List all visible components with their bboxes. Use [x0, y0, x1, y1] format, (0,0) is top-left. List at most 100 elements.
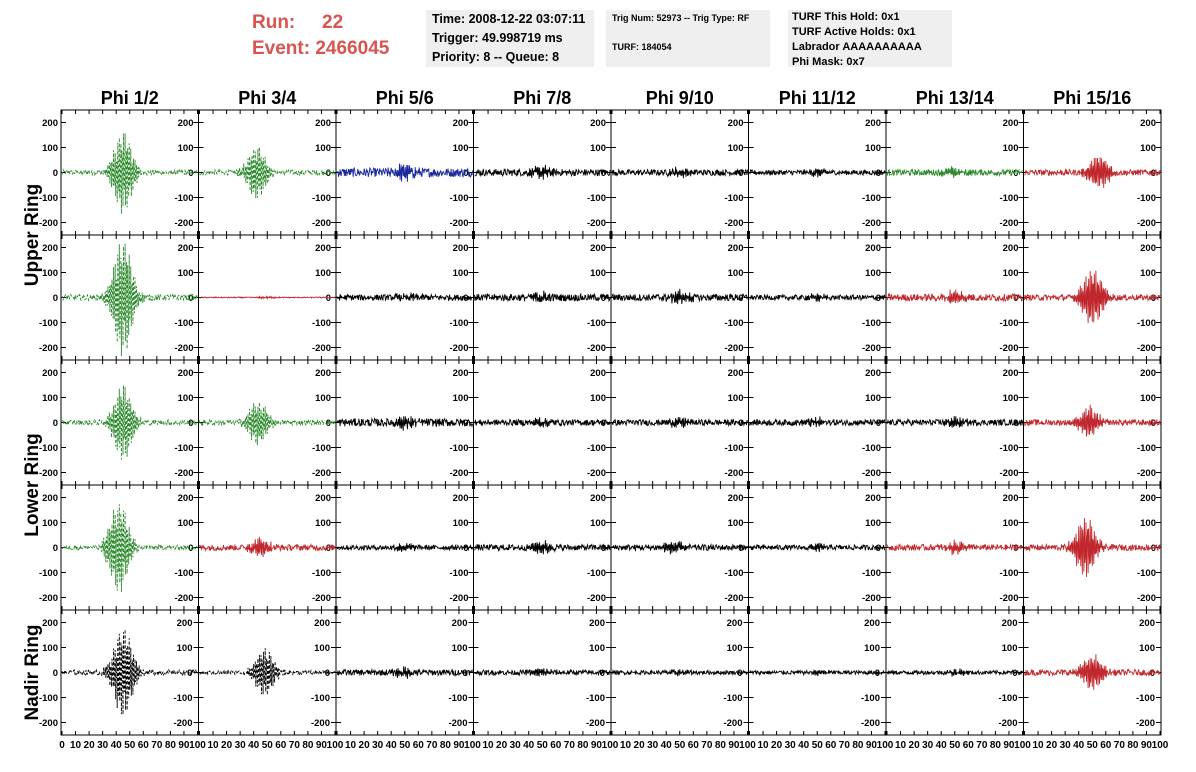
- y-tick-label: -100: [862, 568, 881, 579]
- y-tick-label: -200: [1137, 343, 1156, 354]
- y-tick-label: -100: [39, 193, 58, 204]
- y-tick-label: -200: [1137, 593, 1156, 604]
- waveform-line: [336, 163, 473, 182]
- waveform-line: [749, 168, 886, 178]
- y-tick-label: -200: [39, 468, 58, 479]
- x-tick-label: 100: [739, 740, 756, 751]
- x-tick-label: 30: [235, 740, 247, 751]
- run-value: 22: [322, 12, 344, 33]
- y-tick-label: 200: [42, 243, 58, 254]
- y-tick-label: 0: [1150, 668, 1155, 679]
- y-tick-label: 100: [590, 143, 606, 154]
- y-tick-label: -200: [998, 718, 1017, 729]
- y-tick-label: -100: [449, 443, 468, 454]
- waveform-line: [336, 416, 473, 431]
- y-tick-label: 200: [42, 493, 58, 504]
- y-tick-label: 0: [188, 168, 193, 179]
- y-tick-label: -100: [998, 693, 1017, 704]
- y-tick-label: 100: [728, 518, 744, 529]
- y-tick-label: 0: [738, 418, 743, 429]
- x-tick-label: 80: [1127, 740, 1139, 751]
- y-tick-label: 100: [453, 518, 469, 529]
- x-tick-label: 40: [1073, 740, 1085, 751]
- waveform-line: [474, 164, 611, 180]
- y-tick-label: 100: [728, 268, 744, 279]
- y-tick-label: 100: [315, 518, 331, 529]
- column-title: Phi 9/10: [646, 88, 714, 108]
- x-tick-label: 100: [189, 740, 206, 751]
- column-title: Phi 13/14: [916, 88, 994, 108]
- y-tick-label: -200: [724, 468, 743, 479]
- x-tick-label: 10: [1032, 740, 1044, 751]
- y-tick-label: 200: [1140, 493, 1156, 504]
- y-tick-label: -100: [587, 318, 606, 329]
- x-tick-label: 70: [701, 740, 713, 751]
- waveform-line: [61, 504, 198, 593]
- y-tick-label: 100: [590, 393, 606, 404]
- y-tick-label: -100: [861, 693, 880, 704]
- y-tick-label: -100: [724, 568, 743, 579]
- run-label: Run:: [252, 12, 296, 33]
- y-tick-label: 200: [315, 368, 331, 379]
- waveform-line: [749, 293, 886, 302]
- waveform-line: [199, 147, 336, 199]
- phi-mask-line: Phi Mask: 0x7: [792, 56, 865, 68]
- x-tick-label: 90: [453, 740, 465, 751]
- y-tick-label: -100: [587, 193, 606, 204]
- y-tick-label: 0: [601, 293, 606, 304]
- x-tick-label: 40: [798, 740, 810, 751]
- y-tick-label: 200: [1003, 368, 1019, 379]
- x-tick-label: 20: [1046, 740, 1058, 751]
- waveform-line: [61, 629, 198, 715]
- x-tick-label: 80: [440, 740, 452, 751]
- y-tick-label: 100: [315, 393, 331, 404]
- column-title: Phi 5/6: [376, 88, 434, 108]
- x-tick-label: 100: [1152, 740, 1169, 751]
- waveform-line: [199, 536, 336, 558]
- x-tick-label: 10: [345, 740, 357, 751]
- x-tick-label: 80: [715, 740, 727, 751]
- waveform-line: [337, 666, 473, 679]
- x-tick-label: 20: [84, 740, 96, 751]
- y-tick-label: -200: [449, 468, 468, 479]
- x-tick-label: 90: [1141, 740, 1153, 751]
- column-title: Phi 1/2: [101, 88, 159, 108]
- y-tick-label: 100: [42, 143, 58, 154]
- y-tick-label: 200: [453, 118, 469, 129]
- y-tick-label: 100: [1140, 268, 1156, 279]
- x-tick-label: 50: [399, 740, 411, 751]
- y-tick-label: 100: [1139, 643, 1155, 654]
- y-tick-label: 200: [1003, 243, 1019, 254]
- x-tick-label: 50: [537, 740, 549, 751]
- y-tick-label: -100: [448, 693, 467, 704]
- y-tick-label: 200: [315, 493, 331, 504]
- x-tick-label: 100: [464, 740, 481, 751]
- y-tick-label: -100: [449, 318, 468, 329]
- x-tick-label: 40: [111, 740, 123, 751]
- y-tick-label: -200: [861, 718, 880, 729]
- x-tick-label: 80: [165, 740, 177, 751]
- y-tick-label: 0: [53, 543, 58, 554]
- x-tick-label: 70: [564, 740, 576, 751]
- y-tick-label: 100: [728, 393, 744, 404]
- x-tick-label: 60: [1100, 740, 1112, 751]
- y-tick-label: -100: [586, 693, 605, 704]
- y-tick-label: 0: [325, 668, 330, 679]
- y-tick-label: -100: [39, 693, 58, 704]
- y-tick-label: -100: [724, 318, 743, 329]
- y-tick-label: 100: [590, 268, 606, 279]
- y-tick-label: -200: [586, 718, 605, 729]
- y-tick-label: -100: [862, 318, 881, 329]
- y-tick-label: 100: [453, 268, 469, 279]
- x-tick-label: 30: [922, 740, 934, 751]
- waveform-line: [1024, 654, 1161, 690]
- y-tick-label: -200: [174, 343, 193, 354]
- time-info-box: Time: 2008-12-22 03:07:11 Trigger: 49.99…: [426, 10, 594, 67]
- x-tick-label: 10: [895, 740, 907, 751]
- x-tick-label: 40: [386, 740, 398, 751]
- y-tick-label: 100: [1003, 268, 1019, 279]
- y-tick-label: -100: [449, 568, 468, 579]
- y-tick-label: -200: [449, 218, 468, 229]
- y-tick-label: 0: [601, 168, 606, 179]
- y-tick-label: -200: [312, 468, 331, 479]
